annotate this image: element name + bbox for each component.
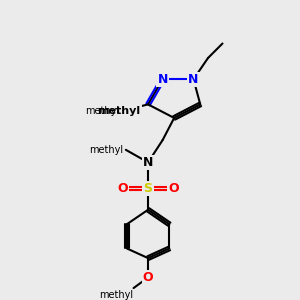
Text: methyl: methyl xyxy=(99,290,134,300)
Text: methyl: methyl xyxy=(89,145,123,155)
Text: N: N xyxy=(158,73,168,86)
Text: methyl: methyl xyxy=(98,106,141,116)
Text: methyl: methyl xyxy=(85,106,119,116)
Text: S: S xyxy=(144,182,153,195)
Text: N: N xyxy=(143,156,153,169)
Text: O: O xyxy=(118,182,128,195)
Text: N: N xyxy=(188,73,199,86)
Text: O: O xyxy=(168,182,178,195)
Text: O: O xyxy=(143,271,153,284)
